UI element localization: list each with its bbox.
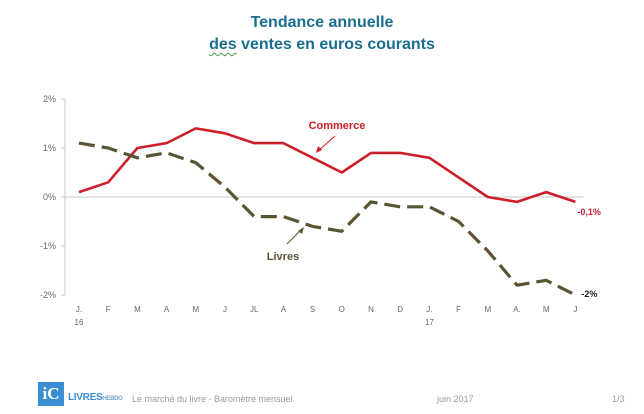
x-tick-label: A <box>164 305 170 314</box>
footer-date: juin 2017 <box>437 394 474 404</box>
x-year-label: 17 <box>425 318 434 327</box>
x-tick-label: N <box>368 305 374 314</box>
x-tick-label: D <box>397 305 403 314</box>
y-tick-label: -1% <box>40 241 56 251</box>
chart-title: Tendance annuelle des ventes en euros co… <box>0 12 644 56</box>
logo-suffix: HEBDO <box>102 396 123 402</box>
livres-arrow-head <box>298 227 304 234</box>
x-tick-label: J <box>573 305 577 314</box>
x-tick-label: F <box>456 305 461 314</box>
x-tick-label: O <box>339 305 345 314</box>
x-tick-label: F <box>106 305 111 314</box>
logo-livres-hebdo: LIVRESHEBDO <box>68 392 123 403</box>
series-label-commerce: Commerce <box>309 120 366 132</box>
commerce-arrow-head <box>316 146 322 153</box>
end-label-commerce: -0,1% <box>577 207 601 217</box>
logo-ic-mark: iC <box>38 382 64 406</box>
footer-caption: Le marché du livre - Baromètre mensuel <box>132 394 293 404</box>
chart-labels: 2% 1% 0% -1% -2% J. F M A M J JL A S O N D J. F M A. M J 16 17 Co… <box>40 94 601 327</box>
logo-word: LIVRES <box>68 392 103 403</box>
x-tick-label: M <box>192 305 199 314</box>
chart-title-line-2-rest: ventes en euros courants <box>236 36 435 53</box>
y-tick-label: -2% <box>40 290 56 300</box>
footer: iC LIVRESHEBDO Le marché du livre - Baro… <box>0 380 644 414</box>
y-tick-label: 2% <box>43 94 56 104</box>
y-tick-label: 1% <box>43 143 56 153</box>
series-label-livres: Livres <box>267 251 299 263</box>
series-line-commerce <box>78 127 576 204</box>
chart-axes <box>61 98 584 296</box>
x-tick-label: JL <box>250 305 259 314</box>
x-tick-label: J. <box>426 305 432 314</box>
chart-title-line-2: des ventes en euros courants <box>0 34 644 56</box>
end-label-livres: -2% <box>581 289 597 299</box>
x-tick-label: S <box>310 305 315 314</box>
y-tick-label: 0% <box>43 192 56 202</box>
chart-series <box>78 127 577 297</box>
x-tick-label: M <box>134 305 141 314</box>
commerce-arrow-line <box>317 135 336 152</box>
x-tick-label: A. <box>513 305 521 314</box>
x-year-label: 16 <box>75 318 84 327</box>
x-tick-label: M <box>543 305 550 314</box>
x-tick-label: J. <box>76 305 82 314</box>
line-chart: 2% 1% 0% -1% -2% J. F M A M J JL A S O N D J. F M A. M J 16 17 Co… <box>40 94 601 327</box>
x-tick-label: J <box>223 305 227 314</box>
x-tick-label: A <box>281 305 287 314</box>
chart-title-line-1: Tendance annuelle <box>250 14 394 31</box>
footer-page-number: 1/3 <box>612 394 625 404</box>
series-line-livres <box>78 141 577 297</box>
x-tick-label: M <box>484 305 491 314</box>
chart-title-word-des: des <box>209 36 237 53</box>
